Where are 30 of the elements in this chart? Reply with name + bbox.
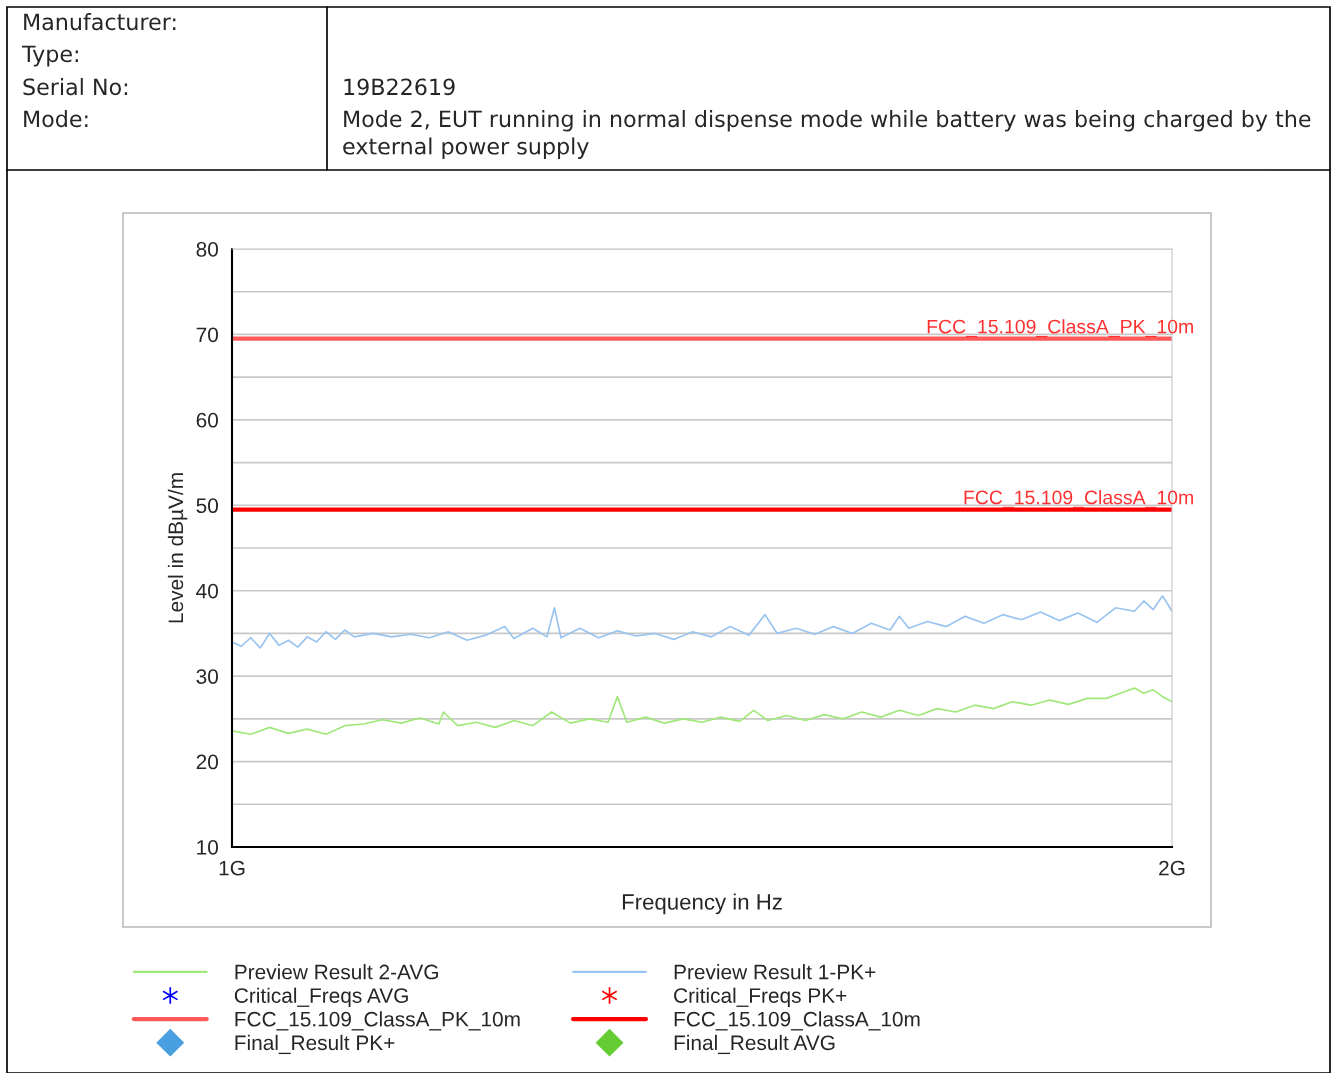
- legend-label: Preview Result 2-AVG: [235, 964, 438, 980]
- line-series: [232, 687, 1172, 736]
- y-tick-label: 60: [196, 412, 218, 428]
- text: Manufacturer:: [24, 13, 176, 31]
- text: Type:: [21, 45, 78, 67]
- y-tick-label: 50: [196, 498, 218, 514]
- legend-label: FCC_15.109_ClassA_PK_10m: [235, 1011, 520, 1031]
- legend-label: FCC_15.109_ClassA_10m: [674, 1011, 920, 1031]
- y-tick-label: 30: [196, 669, 218, 684]
- y-axis-title: Level in dBµV/m: [167, 473, 188, 623]
- line-series: [232, 595, 1172, 649]
- text: Mode 2, EUT running in normal dispense mode while battery was being charged by the external power supply: [343, 110, 1311, 159]
- text: Serial No:: [23, 78, 128, 96]
- x-axis-title: Frequency in Hz: [622, 893, 782, 915]
- y-tick-label: 70: [196, 327, 218, 343]
- text: 19B22619: [344, 78, 455, 96]
- y-tick-label: 10: [197, 840, 218, 855]
- text: Final_Result PK+: [235, 1034, 395, 1055]
- text: Mode:: [24, 110, 88, 128]
- y-tick-label: 80: [196, 242, 218, 257]
- y-tick-label: 40: [196, 583, 218, 599]
- text: Critical_Freqs PK+: [674, 987, 847, 1008]
- x-tick-label: 1G: [219, 860, 245, 876]
- y-tick-label: 20: [196, 754, 218, 770]
- x-tick-label: 2G: [1159, 860, 1185, 876]
- annotation: FCC_15.109_ClassA_PK_10m: [927, 319, 1193, 338]
- annotation: FCC_15.109_ClassA_10m: [964, 490, 1193, 508]
- text: Final_Result AVG: [674, 1034, 835, 1055]
- text: Critical_Freqs AVG: [234, 987, 408, 1008]
- legend-label: Preview Result 1-PK+: [674, 964, 876, 980]
